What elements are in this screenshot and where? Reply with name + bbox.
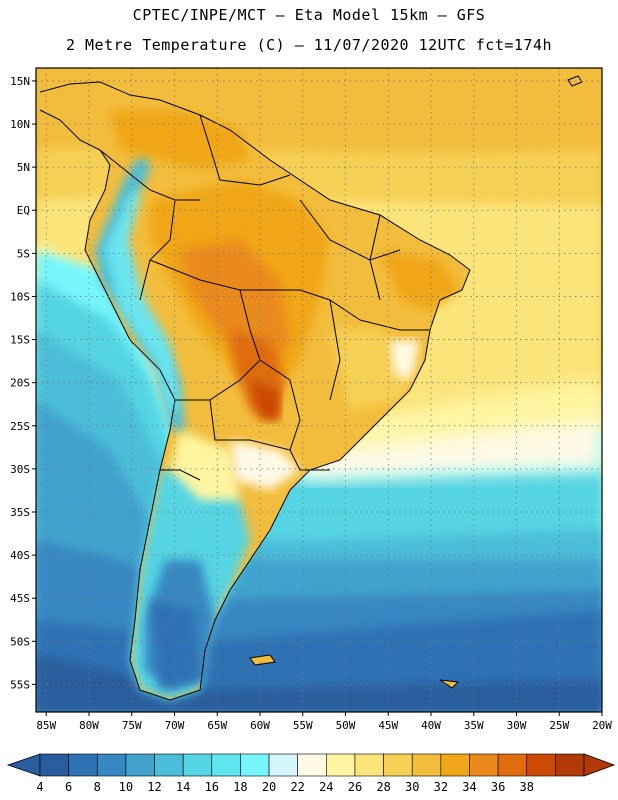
latitude-axis: 15N 10N 5N EQ 5S 10S 15S 20S 25S 30S 35S 40S 45S 50S 5…	[10, 75, 36, 691]
colorbar-under-arrow	[6, 753, 41, 777]
colorbar-swatch	[555, 753, 585, 777]
lat-tick-label: 10N	[10, 118, 30, 131]
colorbar-label: 8	[94, 780, 101, 794]
map-title-line-2: 2 Metre Temperature (C) – 11/07/2020 12U…	[65, 36, 553, 54]
lat-tick-label: EQ	[17, 204, 30, 217]
longitude-axis: 85W 80W 75W 70W 65W 60W 55W 50W 45W 40W 35W 30W 25W 2…	[36, 712, 612, 732]
colorbar-swatch	[154, 753, 184, 777]
colorbar-label: 34	[462, 780, 476, 794]
colorbar-label: 28	[376, 780, 390, 794]
temperature-field	[36, 68, 602, 712]
colorbar-label: 10	[119, 780, 133, 794]
lat-tick-label: 30S	[10, 463, 30, 476]
lon-tick-label: 30W	[507, 719, 527, 732]
lat-tick-label: 10S	[10, 290, 30, 303]
lat-tick-label: 55S	[10, 678, 30, 691]
map-frame	[35, 67, 603, 713]
colorbar-swatch	[526, 753, 556, 777]
map-title-line-1: CPTEC/INPE/MCT – Eta Model 15km – GFS	[132, 6, 486, 24]
colorbar-swatch	[268, 753, 298, 777]
lat-tick-label: 50S	[10, 635, 30, 648]
lon-tick-label: 75W	[122, 719, 142, 732]
colorbar-label: 4	[36, 780, 43, 794]
colorbar-swatch	[326, 753, 356, 777]
colorbar-swatch	[182, 753, 213, 777]
lon-tick-label: 65W	[207, 719, 227, 732]
colorbar-swatch	[440, 753, 470, 777]
colorbar-label: 20	[262, 780, 276, 794]
colorbar-label: 36	[491, 780, 505, 794]
colorbar-swatch	[383, 753, 413, 777]
colorbar-label: 22	[290, 780, 304, 794]
lon-tick-label: 20W	[592, 719, 612, 732]
colorbar-swatch	[297, 753, 327, 777]
colorbar-label: 12	[147, 780, 161, 794]
lat-tick-label: 20S	[10, 377, 30, 390]
colorbar-swatch	[497, 753, 528, 777]
lon-tick-label: 85W	[36, 719, 56, 732]
lat-tick-label: 45S	[10, 592, 30, 605]
lon-tick-label: 80W	[79, 719, 99, 732]
colorbar-label: 30	[405, 780, 419, 794]
colorbar-swatch	[469, 753, 499, 777]
colorbar-swatch	[39, 753, 69, 777]
colorbar-label: 6	[65, 780, 72, 794]
colorbar-label: 38	[520, 780, 534, 794]
colorbar-swatch	[125, 753, 155, 777]
colorbar-swatch	[211, 753, 241, 777]
colorbar-label: 16	[205, 780, 219, 794]
lon-tick-label: 40W	[421, 719, 441, 732]
lon-tick-label: 45W	[378, 719, 398, 732]
graticule	[36, 68, 602, 712]
colorbar-swatch	[354, 753, 384, 777]
lon-tick-label: 60W	[250, 719, 270, 732]
lon-tick-label: 50W	[336, 719, 356, 732]
colorbar-label: 24	[319, 780, 333, 794]
colorbar: 4 6 8 10 12 14 16 18 20 22 24 26 28 30 32 34 36 38	[6, 753, 616, 794]
colorbar-label: 32	[434, 780, 448, 794]
colorbar-label: 26	[348, 780, 362, 794]
colorbar-swatch	[96, 753, 127, 777]
political-boundaries	[39, 81, 471, 701]
lat-tick-label: 15S	[10, 334, 30, 347]
lon-tick-label: 55W	[293, 719, 313, 732]
colorbar-swatch	[411, 753, 442, 777]
lat-tick-label: 5N	[17, 161, 30, 174]
colorbar-swatch	[240, 753, 270, 777]
lat-tick-label: 35S	[10, 506, 30, 519]
colorbar-over-arrow	[583, 753, 616, 777]
colorbar-label: 18	[233, 780, 247, 794]
lon-tick-label: 70W	[165, 719, 185, 732]
lat-tick-label: 25S	[10, 420, 30, 433]
lat-tick-label: 5S	[17, 247, 30, 260]
lon-tick-label: 35W	[464, 719, 484, 732]
lon-tick-label: 25W	[549, 719, 569, 732]
colorbar-swatch	[68, 753, 98, 777]
lat-tick-label: 15N	[10, 75, 30, 88]
colorbar-label: 14	[176, 780, 190, 794]
lat-tick-label: 40S	[10, 549, 30, 562]
land-temperature	[40, 82, 470, 700]
